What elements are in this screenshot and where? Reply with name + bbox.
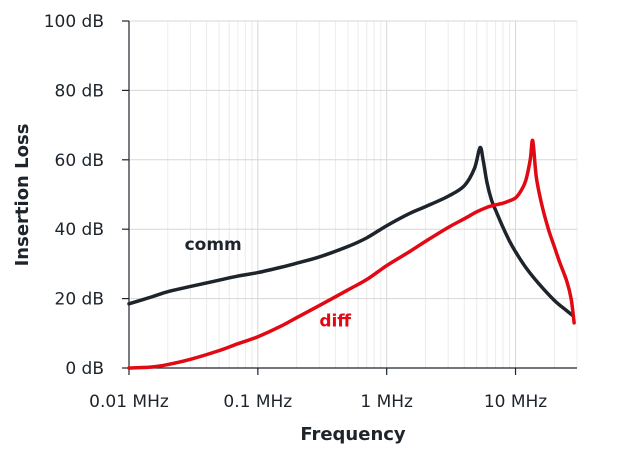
x-tick-label: 10 MHz [484, 392, 547, 412]
x-axis-title: Frequency [300, 424, 406, 445]
x-tick-label: 0.01 MHz [89, 392, 169, 412]
y-tick-label: 40 dB [55, 220, 105, 240]
y-tick-label: 60 dB [55, 151, 105, 171]
series-line-diff [127, 138, 576, 370]
y-tick-label: 20 dB [55, 290, 105, 310]
tick-labels: 0 dB 20 dB 40 dB 60 dB 80 dB 100 dB 0.01 MHz 0.… [44, 12, 548, 412]
y-axis-title: Insertion Loss [12, 124, 33, 267]
series-label-diff: diff [319, 311, 351, 331]
grid [128, 20, 578, 369]
x-tick-label: 0.1 MHz [223, 392, 292, 412]
y-tick-label: 100 dB [44, 12, 104, 32]
y-tick-label: 0 dB [65, 359, 104, 379]
series-line-comm [127, 145, 575, 318]
series-lines [127, 138, 576, 370]
x-tick-label: 1 MHz [360, 392, 413, 412]
series-label-comm: comm [185, 235, 242, 255]
y-tick-label: 80 dB [55, 81, 105, 101]
